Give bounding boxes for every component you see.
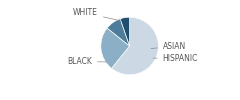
Text: WHITE: WHITE: [73, 8, 121, 21]
Wedge shape: [101, 28, 130, 68]
Wedge shape: [107, 19, 130, 46]
Wedge shape: [112, 17, 158, 75]
Text: HISPANIC: HISPANIC: [153, 54, 198, 63]
Text: BLACK: BLACK: [67, 57, 107, 66]
Text: ASIAN: ASIAN: [151, 42, 186, 50]
Wedge shape: [120, 17, 130, 46]
